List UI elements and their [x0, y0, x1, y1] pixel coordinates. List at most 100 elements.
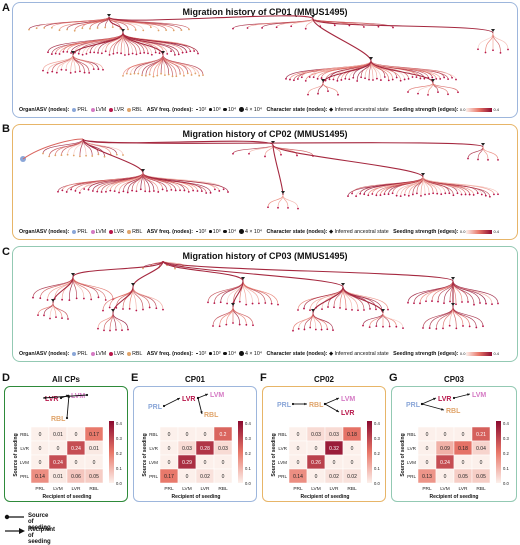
tree-edge: [42, 138, 84, 154]
tree-node: [327, 90, 329, 93]
tree-node: [180, 29, 183, 31]
tree-node: [369, 307, 371, 310]
tree-node: [97, 51, 99, 54]
tree-node: [207, 301, 209, 304]
colorbar-tick: 0.4: [503, 421, 509, 426]
tree-node: [407, 301, 409, 304]
tree-node: [382, 325, 384, 328]
y-axis-label: Source of seeding: [271, 433, 277, 476]
tree-node: [111, 26, 114, 29]
heatmap-value: 0: [297, 432, 300, 438]
tree-node: [227, 191, 229, 193]
tree-node: [134, 29, 137, 31]
tree-node: [57, 190, 59, 193]
tree-node: [43, 314, 45, 317]
tree-edge: [477, 32, 494, 50]
tree-node: [104, 26, 107, 29]
tree-node: [439, 78, 442, 80]
panel-letter-d: D: [2, 372, 10, 384]
tree-node: [61, 189, 64, 192]
tree-node: [411, 193, 414, 196]
tree-node: [402, 327, 404, 330]
tree-node: [121, 329, 123, 332]
tree-node: [157, 191, 160, 193]
ancestral-state-icon: [161, 51, 165, 54]
heatmap-value: 0: [93, 460, 96, 466]
tree-node: [460, 193, 463, 196]
x-axis-label: Recipient of seeding: [43, 494, 92, 500]
heatmap-value: 0: [333, 460, 336, 466]
seeding-edge: [453, 393, 471, 399]
colorbar-tick: 0.2: [116, 451, 122, 456]
tree-node: [137, 72, 140, 75]
tree-edge: [52, 302, 63, 319]
heatmap-value: 0.01: [53, 432, 63, 438]
footer-recipient-label: Recipient of seeding: [28, 527, 56, 545]
tree-node: [492, 49, 494, 52]
tree-node: [73, 29, 76, 32]
tree-edge: [407, 82, 434, 93]
node-label-prl: PRL: [406, 402, 421, 409]
heatmap-value: 0: [222, 460, 225, 466]
ancestral-state-icon: [121, 29, 125, 32]
tree-node: [91, 155, 94, 157]
tree-node: [367, 194, 370, 197]
tree-node: [89, 51, 92, 54]
tree-node: [472, 194, 475, 196]
tree-node: [448, 192, 451, 195]
tree-node: [158, 52, 161, 55]
tree-node: [122, 75, 124, 77]
node-label-rbl: RBL: [204, 412, 219, 419]
tree-node: [375, 325, 378, 328]
tree-node: [160, 72, 162, 75]
tree-edge: [312, 312, 334, 331]
tree-node: [104, 50, 107, 53]
tree-node: [139, 52, 142, 55]
heatmap-title: CP02: [313, 375, 334, 384]
colorbar-tick: 0.4: [245, 421, 251, 426]
tree-node: [202, 74, 204, 76]
tree-edge: [43, 16, 110, 29]
tree-node: [166, 52, 169, 55]
tree-node: [65, 69, 67, 71]
tree-node: [81, 53, 84, 56]
tree-node: [415, 76, 418, 78]
tree-edge: [109, 312, 114, 331]
tree-edge: [72, 54, 104, 70]
heatmap-value: 0.06: [71, 474, 81, 480]
tree-node: [66, 28, 68, 31]
x-tick-label: LVM: [182, 486, 192, 492]
tree-title: Migration history of CP01 (MMUS1495): [182, 7, 348, 17]
tree-node: [455, 327, 458, 330]
tree-node: [42, 69, 44, 72]
tree-edge: [114, 172, 144, 192]
ancestral-state-icon: [241, 277, 245, 280]
tree-title: Migration history of CP03 (MMUS1495): [182, 251, 348, 261]
arrowhead-icon: [177, 398, 180, 401]
organ-dot-icon: [127, 107, 132, 112]
heatmap-value: 0: [315, 474, 318, 480]
tree-node: [290, 25, 293, 28]
tree-node: [264, 302, 267, 304]
ancestral-state-icon: [311, 309, 315, 312]
tree-node: [246, 27, 249, 29]
tree-edge: [72, 276, 114, 300]
tree-node: [452, 194, 455, 197]
diamond-icon: ◆: [328, 351, 334, 357]
arrowhead-icon: [433, 397, 436, 401]
tree-legend: Organ/ASV (nodes): PRL LVM LVR RBL ASV freq.…: [19, 107, 500, 113]
colorbar-tick: 0.0: [374, 481, 380, 486]
tree-node: [166, 189, 168, 192]
tree-edge: [429, 306, 454, 329]
tree-node: [152, 190, 155, 192]
tree-node: [416, 192, 418, 195]
tree-node: [395, 325, 398, 328]
tree-node: [225, 323, 228, 326]
tree-node: [387, 79, 390, 82]
tree-node: [85, 154, 87, 157]
tree-node: [109, 189, 112, 192]
tree-node: [219, 301, 222, 304]
heatmap-panel-all-cps: All CPs LVR LVM RBL 0 0.01 0 0.17 0 0 0.24 0.01 0 0.2…: [4, 375, 128, 502]
tree-node: [252, 324, 254, 327]
tree-node: [83, 297, 85, 300]
